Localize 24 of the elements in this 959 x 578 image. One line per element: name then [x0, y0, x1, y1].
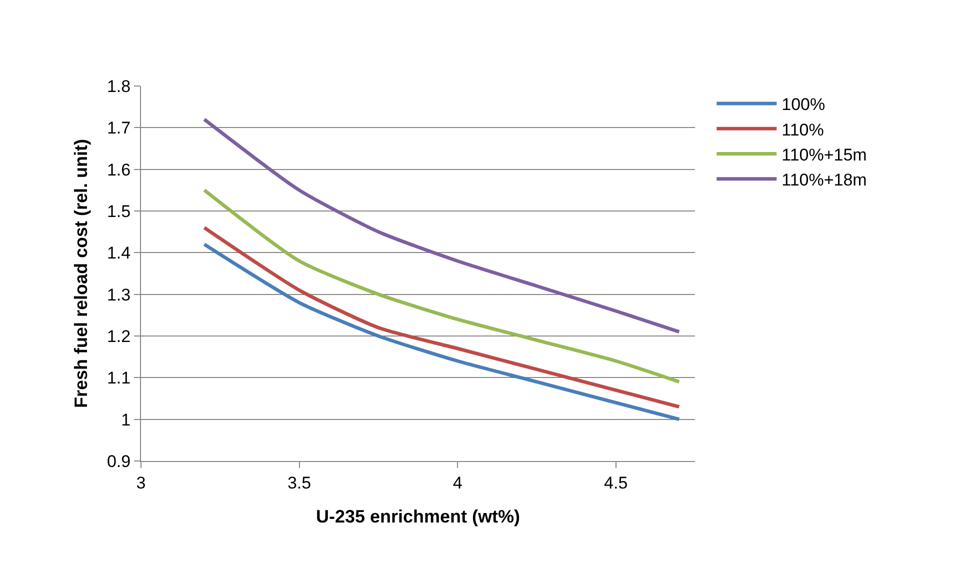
y-tick-label: 1.6: [106, 160, 131, 180]
legend-label: 110%: [782, 120, 824, 140]
legend-label: 110%+15m: [782, 145, 867, 164]
y-tick-label: 1.8: [106, 76, 131, 96]
y-tick-label: 1.4: [106, 244, 131, 263]
x-tick-label: 4.5: [604, 473, 628, 492]
y-tick-label: 1.5: [106, 202, 131, 221]
y-tick-label: 0.9: [106, 452, 131, 471]
line-series: [202, 242, 681, 422]
x-tick-label: 3.5: [287, 473, 312, 492]
y-tick-label: 1.1: [106, 368, 131, 388]
x-axis-title: U-235 enrichment (wt%): [316, 506, 520, 526]
line-series: [202, 118, 681, 334]
line-series: [202, 226, 681, 409]
x-tick-label: 3: [136, 473, 146, 492]
legend-label: 100%: [782, 95, 826, 114]
y-tick-label: 1.7: [106, 118, 131, 138]
legend-label: 110%+18m: [782, 170, 867, 190]
y-axis-title: Fresh fuel reload cost (rel. unit): [71, 138, 92, 408]
x-tick-label: 4: [452, 473, 462, 492]
line-series: [202, 188, 681, 384]
y-tick-label: 1: [121, 410, 131, 430]
y-tick-label: 1.2: [106, 326, 131, 346]
y-tick-label: 1.3: [106, 285, 131, 304]
